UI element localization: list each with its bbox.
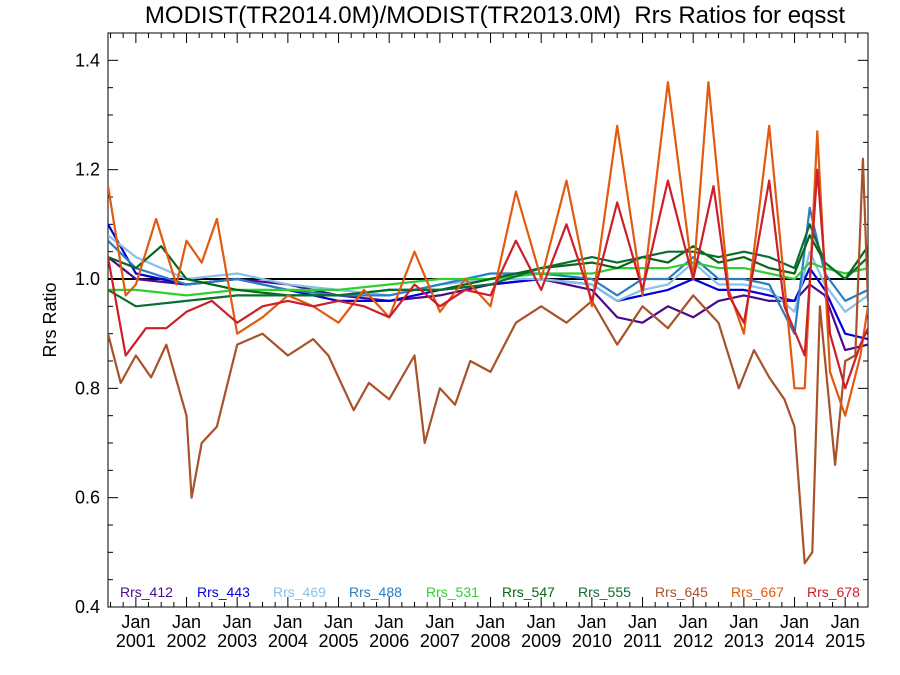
y-axis-label: Rrs Ratio — [40, 282, 60, 357]
x-tick-label-year: 2012 — [673, 631, 713, 651]
x-tick-label-year: 2013 — [724, 631, 764, 651]
x-tick-label-month: Jan — [273, 612, 302, 632]
x-tick-label-year: 2007 — [420, 631, 460, 651]
x-tick-label-year: 2014 — [775, 631, 815, 651]
x-tick-label-year: 2010 — [572, 631, 612, 651]
chart-title: MODIST(TR2014.0M)/MODIST(TR2013.0M) Rrs … — [144, 2, 846, 29]
x-tick-label-month: Jan — [425, 612, 454, 632]
x-tick-label-year: 2006 — [369, 631, 409, 651]
x-tick-label-month: Jan — [628, 612, 657, 632]
x-tick-label-month: Jan — [172, 612, 201, 632]
y-tick-label: 1.2 — [75, 160, 100, 180]
x-tick-label-month: Jan — [577, 612, 606, 632]
series-line-rrs-667 — [108, 81, 868, 417]
x-tick-label-month: Jan — [324, 612, 353, 632]
x-tick-label-year: 2011 — [623, 631, 662, 651]
legend-entry-rrs-531: Rrs_531 — [426, 584, 479, 600]
x-tick-label-year: 2003 — [217, 631, 257, 651]
x-tick-label-year: 2002 — [167, 631, 207, 651]
y-tick-label: 1.0 — [75, 269, 100, 289]
legend-entry-rrs-645: Rrs_645 — [655, 584, 708, 600]
y-tick-label: 0.6 — [75, 488, 100, 508]
legend-entry-rrs-555: Rrs_555 — [578, 584, 631, 600]
x-tick-label-year: 2005 — [319, 631, 359, 651]
x-tick-label-month: Jan — [831, 612, 860, 632]
series-line-rrs-555 — [108, 223, 868, 308]
x-tick-label-month: Jan — [679, 612, 708, 632]
legend-entry-rrs-678: Rrs_678 — [807, 584, 860, 600]
y-tick-label: 1.4 — [75, 50, 100, 70]
legend-entry-rrs-547: Rrs_547 — [502, 584, 555, 600]
x-tick-label-year: 2008 — [471, 631, 511, 651]
series-line-rrs-488 — [108, 206, 868, 335]
legend-entry-rrs-469: Rrs_469 — [273, 584, 326, 600]
x-tick-label-month: Jan — [527, 612, 556, 632]
x-tick-label-month: Jan — [223, 612, 252, 632]
legend-entry-rrs-443: Rrs_443 — [197, 584, 250, 600]
series-line-rrs-678 — [108, 168, 868, 390]
y-tick-label: 0.8 — [75, 378, 100, 398]
legend-entry-rrs-412: Rrs_412 — [120, 584, 173, 600]
x-tick-label-year: 2004 — [268, 631, 308, 651]
legend-entry-rrs-667: Rrs_667 — [731, 584, 784, 600]
x-tick-label-year: 2001 — [116, 631, 156, 651]
x-tick-label-month: Jan — [729, 612, 758, 632]
x-tick-label-year: 2009 — [521, 631, 561, 651]
x-tick-label-month: Jan — [476, 612, 505, 632]
x-tick-label-month: Jan — [121, 612, 150, 632]
y-tick-label: 0.4 — [75, 597, 100, 617]
plot-frame — [107, 32, 869, 608]
series-line-rrs-645 — [108, 157, 868, 565]
x-tick-label-month: Jan — [780, 612, 809, 632]
x-tick-label-month: Jan — [375, 612, 404, 632]
x-tick-label-year: 2015 — [825, 631, 865, 651]
legend-entry-rrs-488: Rrs_488 — [349, 584, 402, 600]
